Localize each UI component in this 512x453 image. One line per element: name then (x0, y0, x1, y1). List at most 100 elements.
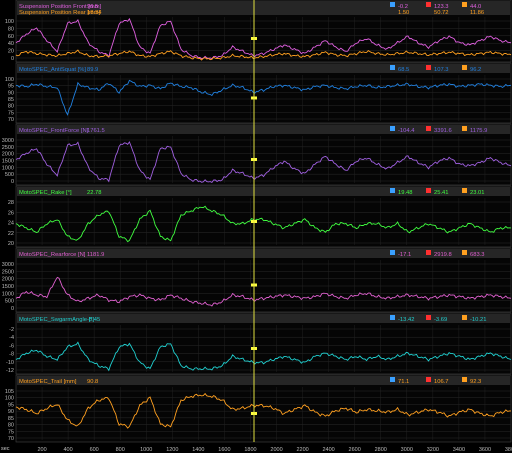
min-marker-icon (390, 2, 395, 7)
x-tick-label: 3000 (401, 447, 413, 453)
y-tick-label: 1000 (2, 165, 14, 171)
stat-value-min: -104.4 (398, 128, 415, 134)
stat-value-max: 25.41 (434, 190, 449, 196)
stat-value-avg: 23.01 (470, 190, 485, 196)
y-tick-label: -10 (6, 360, 14, 366)
min-marker-icon (390, 65, 395, 70)
stat-value-max: 107.3 (434, 67, 449, 73)
series-name-label: MotoSPEC_Rake [°] (19, 190, 72, 196)
x-tick-label: 3200 (427, 447, 439, 453)
y-tick-label: 22 (8, 231, 14, 237)
cursor-value-label: -8.45 (87, 317, 100, 323)
y-tick-label: 100 (5, 77, 14, 83)
y-tick-label: 105 (5, 389, 14, 395)
stat-value-avg: 44.0 (470, 4, 481, 10)
x-tick-label: 2800 (375, 447, 387, 453)
pane-header (17, 125, 510, 134)
cursor-value-label: 96.5 (87, 4, 98, 10)
y-tick-label: 80 (8, 26, 14, 32)
x-tick-label: 1000 (140, 447, 152, 453)
y-tick-label: 70 (8, 117, 14, 123)
x-tick-label: 800 (116, 447, 125, 453)
avg-marker-icon (462, 250, 467, 255)
y-tick-label: 26 (8, 210, 14, 216)
y-tick-label: -6 (9, 343, 14, 349)
stat-value-avg: -10.21 (470, 317, 486, 323)
x-tick-label: 3800 (505, 447, 512, 453)
max-marker-icon (426, 250, 431, 255)
avg-marker-icon (462, 188, 467, 193)
stat-value-min: -0.2 (398, 4, 408, 10)
chart-pane-4: 28 26 24 22 20 MotoSPEC_Rake [°] 22.78 19.48 25.… (8, 185, 512, 248)
stat-value-avg: 683.3 (470, 252, 485, 258)
y-tick-label: 500 (5, 299, 14, 305)
max-marker-icon (426, 315, 431, 320)
x-tick-label: 200 (37, 447, 46, 453)
y-tick-label: 0 (11, 306, 14, 312)
y-tick-label: -2 (9, 327, 14, 333)
cursor-value-label: 1761.5 (87, 128, 105, 134)
y-tick-label: 90 (8, 409, 14, 415)
y-tick-label: 0 (11, 179, 14, 185)
cursor-value-label: 1181.9 (87, 252, 104, 258)
series-name-label: Suspension Position Front [mm] (19, 4, 102, 10)
y-tick-label: 3000 (2, 262, 14, 268)
y-tick-label: -12 (6, 368, 14, 374)
max-marker-icon (426, 377, 431, 382)
y-tick-label: 0 (11, 56, 14, 62)
max-marker-icon (426, 2, 431, 7)
pane-frame (15, 185, 512, 248)
stat-value-avg: 11.86 (470, 10, 484, 16)
pane-header (17, 314, 510, 323)
stat-value-avg: 1175.9 (470, 128, 487, 134)
series-name-label: Suspension Position Rear [mm] (19, 10, 101, 16)
y-tick-label: 85 (8, 97, 14, 103)
y-tick-label: 2500 (2, 269, 14, 275)
pane-header (17, 187, 510, 196)
series-line (15, 49, 512, 61)
x-tick-label: 2200 (296, 447, 308, 453)
series-name-label: MotoSPEC_FrontForce [N] (19, 128, 89, 134)
pane-frame (15, 247, 512, 313)
chart-pane-6: -2 -4 -6 -8 -10 -12 MotoSPEC_SwgarmAngle [°]-8… (6, 312, 512, 375)
y-tick-label: 95 (8, 84, 14, 90)
series-name-label: MotoSPEC_AntiSquat [%] (19, 67, 86, 73)
stat-value-min: -17.1 (398, 252, 411, 258)
y-tick-label: 85 (8, 416, 14, 422)
stat-value-max: 106.7 (434, 379, 449, 385)
stat-value-min: -13.42 (398, 317, 414, 323)
y-tick-label: 75 (8, 429, 14, 435)
x-tick-label: 1200 (166, 447, 178, 453)
x-tick-label: 1800 (244, 447, 256, 453)
min-marker-icon (390, 188, 395, 193)
y-tick-label: 90 (8, 90, 14, 96)
x-tick-label: 400 (64, 447, 73, 453)
stat-value-min: 19.48 (398, 190, 413, 196)
y-tick-label: 2500 (2, 145, 14, 151)
y-tick-label: 20 (8, 49, 14, 55)
avg-marker-icon (462, 65, 467, 70)
pane-frame (15, 123, 512, 186)
x-axis-unit-label: sec (1, 446, 10, 452)
series-line (15, 17, 512, 60)
stat-value-max: 3391.6 (434, 128, 452, 134)
y-tick-label: 28 (8, 200, 14, 206)
min-marker-icon (390, 250, 395, 255)
pane-header (17, 376, 510, 385)
stat-value-avg: 92.3 (470, 379, 481, 385)
cursor-value-label: 89.9 (87, 67, 98, 73)
y-tick-label: 60 (8, 34, 14, 40)
y-tick-label: 20 (8, 241, 14, 247)
max-marker-icon (426, 188, 431, 193)
min-marker-icon (390, 126, 395, 131)
stat-value-avg: 96.2 (470, 67, 481, 73)
y-tick-label: 80 (8, 423, 14, 429)
avg-marker-icon (462, 126, 467, 131)
stat-value-max: 2919.8 (434, 252, 452, 258)
y-tick-label: 1500 (2, 159, 14, 165)
